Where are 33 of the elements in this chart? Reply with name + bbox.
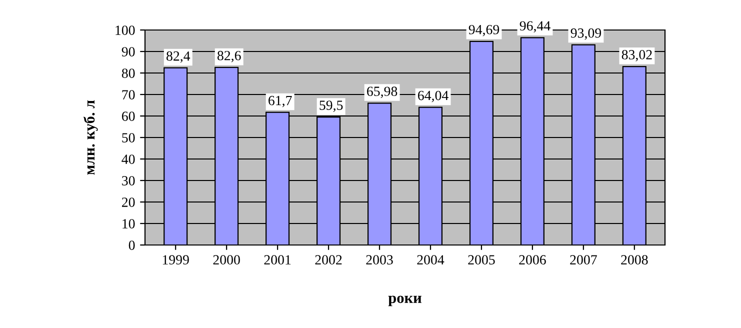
data-label: 64,04 [418,90,448,102]
x-tick-label: 2008 [621,255,648,264]
x-tick-label: 2001 [264,255,291,264]
y-tick-label: 20 [122,198,135,207]
x-tick-label: 2003 [366,255,393,264]
y-tick-label: 40 [122,154,135,164]
x-tick-label: 2002 [315,255,342,264]
y-tick-label: 0 [128,240,135,250]
y-axis-title: млн. куб. л [84,100,98,175]
y-tick-label: 70 [122,90,135,100]
x-tick-label: 1999 [162,255,189,264]
data-label: 65,98 [367,86,398,98]
x-tick-label: 2004 [417,255,444,264]
data-label: 59,5 [320,100,343,112]
x-tick-label: 2006 [519,255,546,264]
x-tick-label: 2000 [213,255,240,264]
y-tick-label: 50 [122,133,135,142]
data-label: 96,44 [520,21,550,33]
data-label: 82,4 [166,51,190,63]
data-label: 83,02 [622,50,652,62]
x-tick-label: 2005 [468,255,495,264]
data-label: 93,09 [570,28,602,40]
y-tick-label: 10 [122,219,135,228]
data-label: 82,6 [217,50,241,62]
y-tick-label: 90 [122,47,135,56]
data-label: 61,7 [268,96,292,108]
y-tick-label: 60 [122,112,135,121]
y-tick-label: 30 [122,176,135,186]
y-tick-label: 80 [122,68,135,78]
data-label: 94,69 [468,24,500,36]
y-tick-label: 100 [116,26,135,35]
x-axis-title: роки [388,296,422,306]
x-tick-label: 2007 [570,255,597,264]
